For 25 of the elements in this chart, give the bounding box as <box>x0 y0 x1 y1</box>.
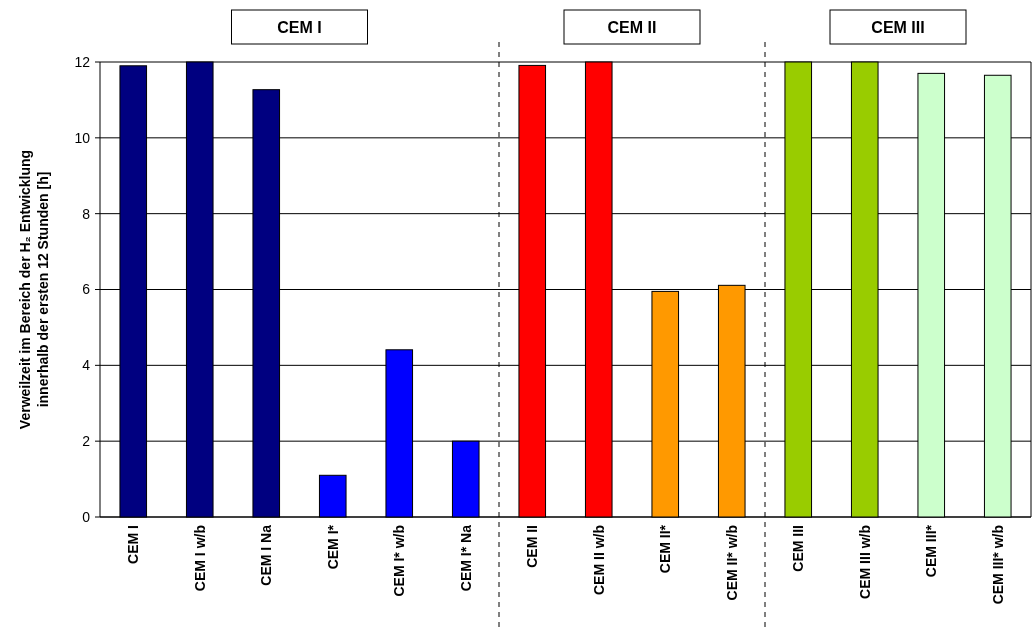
y-tick-label: 12 <box>74 53 91 70</box>
x-tick-label: CEM I* w/b <box>391 525 408 597</box>
x-tick-label: CEM I w/b <box>191 525 208 592</box>
x-tick-label: CEM II* <box>657 524 674 574</box>
x-tick-label: CEM II* w/b <box>723 525 740 601</box>
x-tick-label: CEM III <box>790 525 807 572</box>
text: CEM II <box>607 18 657 36</box>
y-tick-label: 6 <box>82 281 91 298</box>
y-tick-label: 8 <box>82 205 91 222</box>
y-tick-label: 4 <box>82 357 91 374</box>
text: CEM III <box>871 18 925 36</box>
y-tick-label: 2 <box>82 433 91 450</box>
y-axis-title: Verweilzeit im Bereich der H₂ Entwicklung innerhalb der ersten 12 Stunden [h] <box>17 149 51 430</box>
x-tick-label: CEM I Na <box>258 524 275 586</box>
x-tick-label: CEM I* Na <box>457 524 474 592</box>
x-tick-label: CEM I <box>125 525 142 564</box>
text: CEM I <box>277 18 322 36</box>
x-tick-label: CEM III* <box>923 524 940 578</box>
x-tick-label: CEM III w/b <box>856 525 873 599</box>
y-tick-label: 10 <box>74 129 91 146</box>
x-tick-label: CEM III* w/b <box>989 525 1006 605</box>
y-tick-label: 0 <box>82 508 91 525</box>
x-tick-label: CEM II w/b <box>590 525 607 595</box>
x-tick-label: CEM II <box>524 525 541 568</box>
x-tick-label: CEM I* <box>324 524 341 570</box>
